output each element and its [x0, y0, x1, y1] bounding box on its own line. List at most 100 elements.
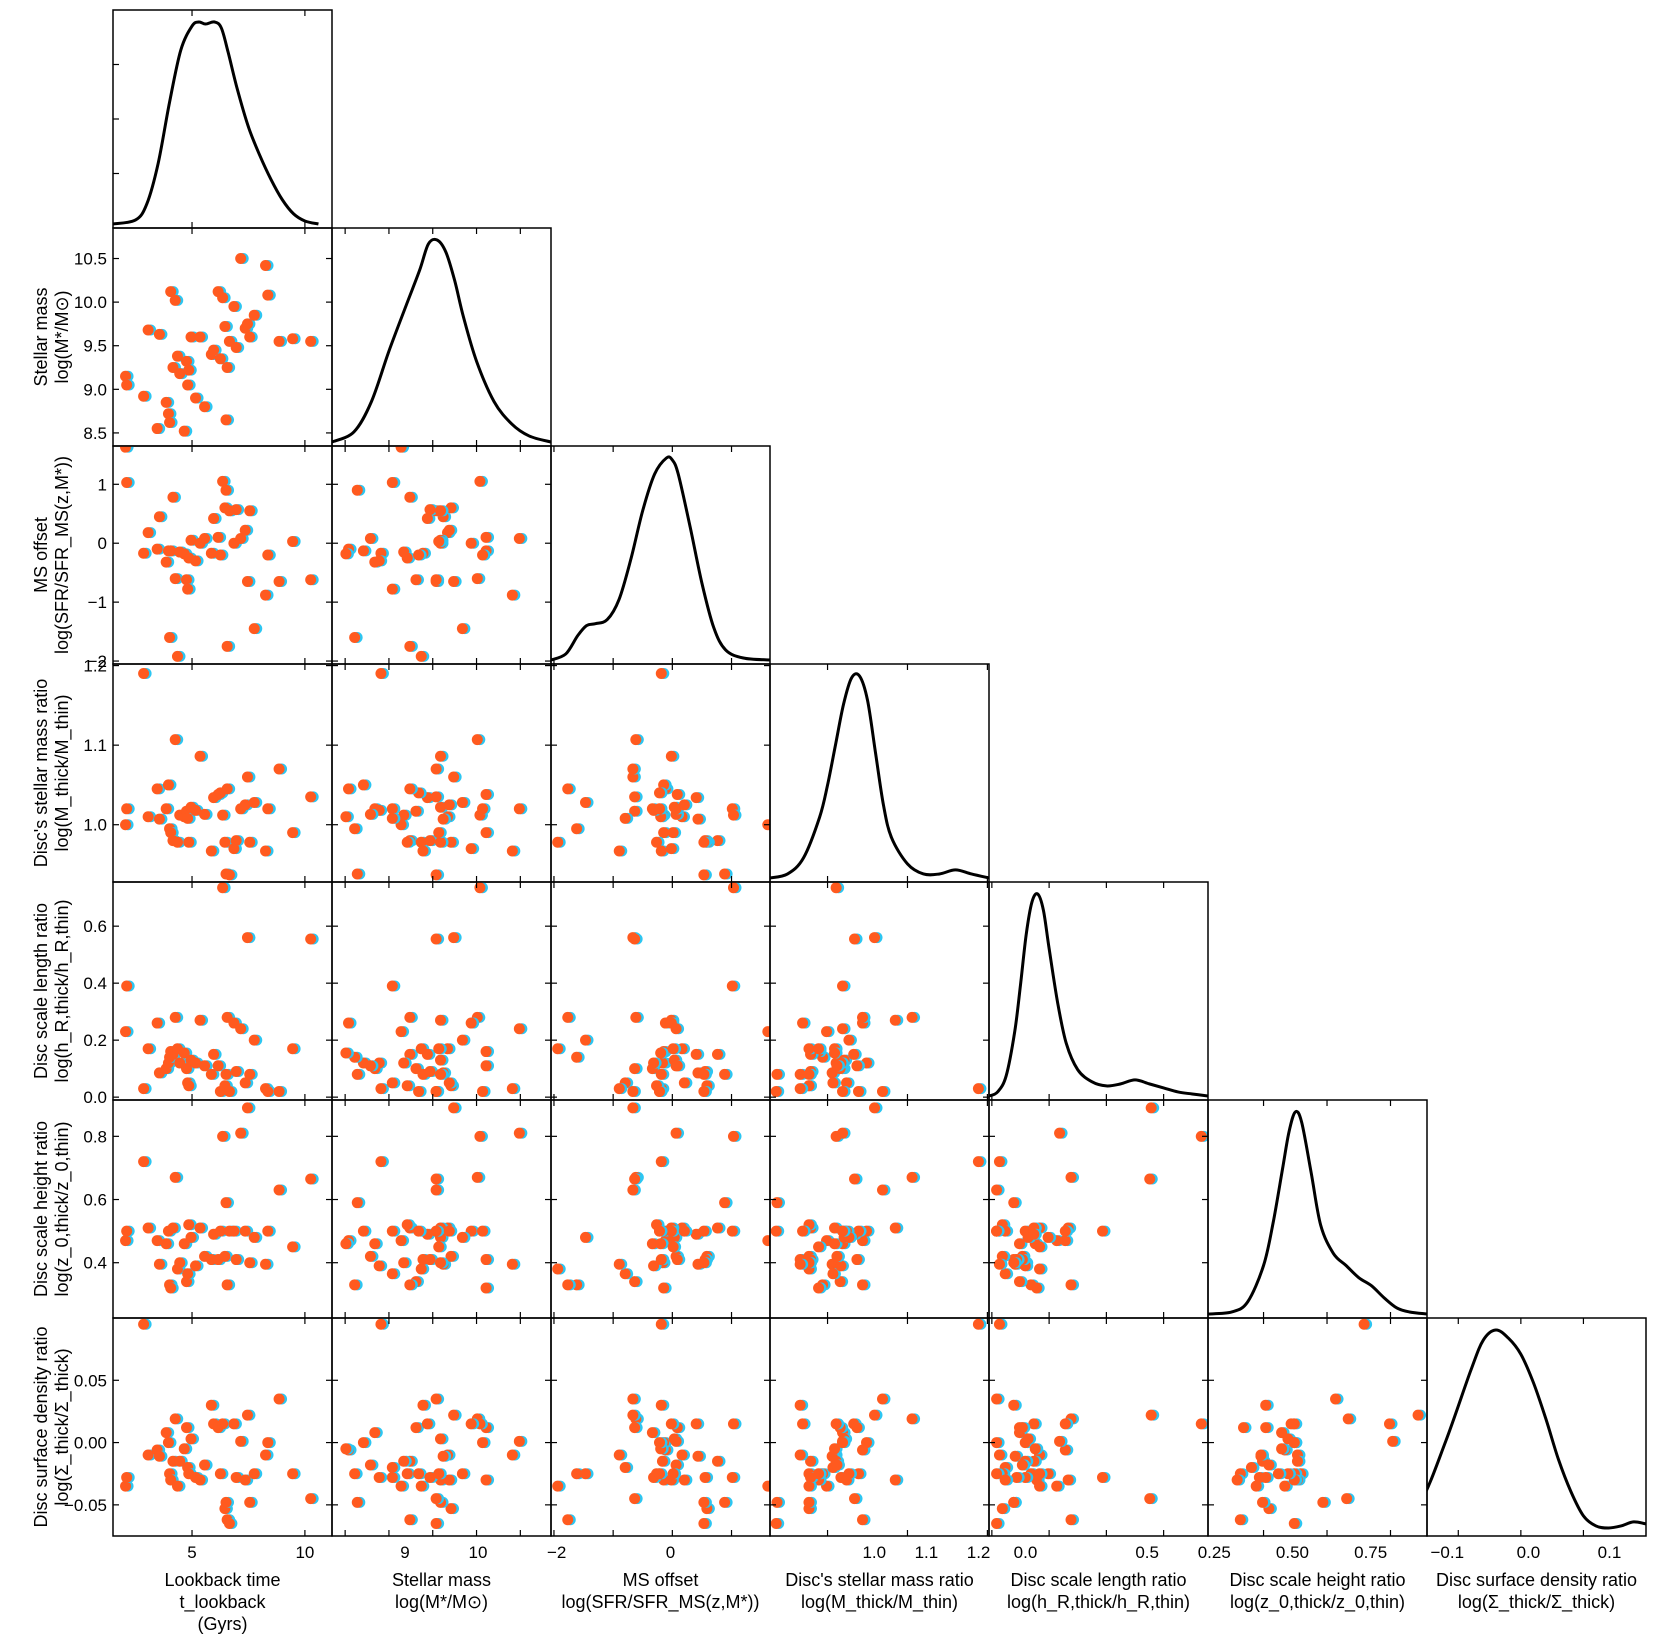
- y-axis-label: Disc scale height ratio: [31, 1121, 51, 1297]
- scatter-point: [241, 576, 256, 588]
- panel-z0-vs-mstar: [331, 1099, 552, 1319]
- scatter-point: [678, 1077, 693, 1089]
- scatter-point: [430, 1225, 445, 1237]
- scatter-point: [794, 1449, 809, 1461]
- scatter-point: [369, 1427, 383, 1439]
- scatter-point: [831, 1060, 845, 1072]
- scatter-point: [627, 1102, 641, 1114]
- scatter-point: [851, 1254, 865, 1266]
- scatter-point: [1008, 1257, 1022, 1269]
- scatter-point: [262, 1085, 276, 1097]
- scatter-point: [698, 1518, 712, 1530]
- scatter-point: [386, 803, 401, 815]
- scatter-point: [849, 1493, 863, 1505]
- scatter-point: [843, 1468, 857, 1480]
- scatter-point: [619, 1268, 634, 1280]
- scatter-point: [364, 1060, 379, 1072]
- scatter-point: [456, 623, 471, 635]
- scatter-point: [138, 390, 152, 402]
- scatter-point: [169, 294, 184, 306]
- scatter-point: [698, 869, 712, 881]
- scatter-point: [120, 446, 134, 453]
- scatter-point: [194, 1222, 209, 1234]
- scatter-point: [876, 1085, 891, 1097]
- scatter-point: [471, 573, 486, 585]
- scatter-point: [999, 1268, 1014, 1280]
- scatter-point: [762, 1235, 770, 1247]
- scatter-point: [443, 1474, 458, 1486]
- y-axis-sublabel: log(M_thick/M_thin): [52, 694, 73, 851]
- y-tick-label: 1.1: [83, 736, 107, 755]
- scatter-point: [837, 1127, 851, 1139]
- scatter-point: [220, 1197, 235, 1209]
- scatter-point: [991, 1225, 1005, 1237]
- scatter-point: [1260, 1422, 1274, 1434]
- y-tick-label: 0.05: [74, 1371, 107, 1390]
- scatter-point: [433, 535, 447, 547]
- scatter-point: [228, 1418, 242, 1430]
- scatter-point: [794, 1083, 809, 1095]
- scatter-point: [305, 791, 319, 803]
- scatter-point: [262, 803, 276, 815]
- scatter-point: [241, 1102, 256, 1114]
- scatter-point: [221, 783, 236, 795]
- scatter-point: [351, 1197, 366, 1209]
- scatter-point: [401, 1080, 416, 1092]
- scatter-point: [678, 1225, 693, 1237]
- scatter-point: [869, 932, 883, 944]
- scatter-point: [262, 549, 276, 561]
- scatter-point: [398, 1455, 412, 1467]
- scatter-point: [235, 253, 249, 265]
- scatter-point: [244, 836, 258, 848]
- scatter-point: [120, 1235, 134, 1247]
- scatter-point: [262, 1225, 276, 1237]
- scatter-point: [1008, 1496, 1022, 1508]
- panel-frame: [112, 9, 333, 229]
- scatter-point: [1054, 1435, 1068, 1447]
- scatter-point: [151, 1235, 166, 1247]
- scatter-point: [448, 1409, 462, 1421]
- y-axis-sublabel: log(Σ_thick/Σ_thick): [52, 1348, 73, 1505]
- panel-mratio-vs-ms: [550, 663, 771, 883]
- scatter-point: [1054, 1127, 1068, 1139]
- scatter-point: [813, 1043, 827, 1055]
- scatter-point: [1034, 1241, 1048, 1253]
- panel-mratio-vs-mratio: [769, 663, 990, 883]
- scatter-point: [876, 1393, 891, 1405]
- scatter-point: [477, 1085, 491, 1097]
- scatter-point: [401, 552, 416, 564]
- scatter-point: [770, 1225, 785, 1237]
- scatter-point: [430, 869, 445, 881]
- y-tick-label: −0.05: [64, 1496, 107, 1515]
- scatter-point: [435, 505, 449, 517]
- scatter-point: [629, 1276, 643, 1288]
- scatter-point: [1016, 1459, 1031, 1471]
- scatter-point: [221, 1279, 236, 1291]
- scatter-point: [241, 932, 256, 944]
- scatter-point: [889, 1014, 904, 1026]
- scatter-point: [794, 1258, 809, 1270]
- y-axis-sublabel: log(SFR/SFR_MS(z,M*)): [52, 456, 73, 654]
- scatter-point: [477, 1225, 491, 1237]
- scatter-point: [151, 543, 166, 555]
- x-axis-sublabel: log(h_R,thick/h_R,thin): [1007, 1592, 1190, 1613]
- scatter-point: [445, 1503, 460, 1515]
- x-axis-label: Disc's stellar mass ratio: [785, 1570, 973, 1590]
- panel-frame: [112, 663, 333, 883]
- scatter-point: [678, 799, 693, 811]
- scatter-point: [655, 1047, 669, 1059]
- panel-mstar-vs-mstar: [331, 227, 552, 447]
- scatter-point: [655, 1254, 670, 1266]
- scatter-point: [248, 623, 263, 635]
- scatter-point: [413, 1225, 427, 1237]
- scatter-point: [448, 771, 462, 783]
- scatter-point: [480, 788, 495, 800]
- scatter-point: [727, 1130, 742, 1142]
- scatter-point: [676, 1449, 690, 1461]
- scatter-point: [417, 1399, 431, 1411]
- scatter-point: [699, 1471, 714, 1483]
- scatter-point: [421, 512, 436, 524]
- scatter-point: [1028, 1418, 1042, 1430]
- scatter-point: [121, 803, 135, 815]
- scatter-point: [678, 1474, 693, 1486]
